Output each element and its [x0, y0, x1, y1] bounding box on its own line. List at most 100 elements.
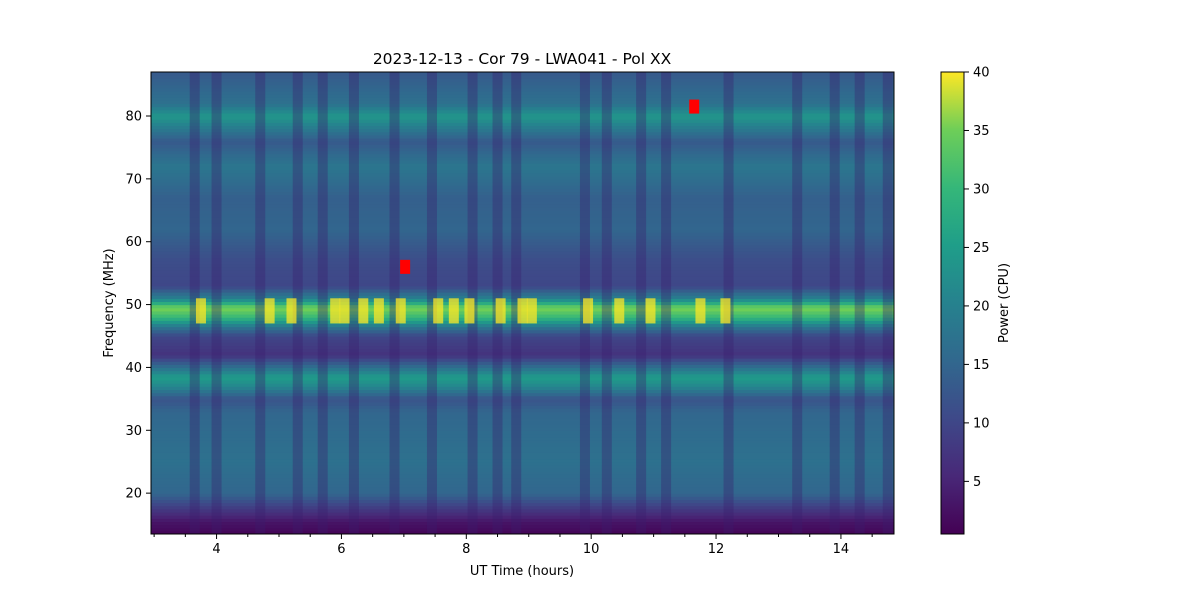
dark-time-column [348, 72, 359, 534]
heatmap-area [150, 71, 895, 535]
heatmap-band [151, 446, 894, 450]
heatmap-band [151, 119, 894, 123]
heatmap-band [151, 78, 894, 83]
heatmap-band [151, 191, 894, 196]
colorbar-tick-label: 10 [973, 416, 990, 431]
dark-time-column [661, 72, 672, 534]
y-axis-label: Frequency (MHz) [102, 248, 117, 357]
heatmap-band [151, 122, 894, 127]
heatmap-band [151, 125, 894, 130]
heatmap-band [151, 364, 894, 369]
heatmap-band [151, 354, 894, 359]
y-tick-label: 30 [125, 424, 142, 439]
dark-time-column [255, 72, 266, 534]
heatmap-band [151, 169, 894, 174]
heatmap-band [151, 109, 894, 114]
y-tick-label: 20 [125, 487, 142, 502]
heatmap-band [151, 213, 894, 218]
bright-time-column [264, 298, 275, 324]
heatmap-band [151, 452, 894, 457]
heatmap-band [151, 194, 894, 199]
heatmap-band [151, 326, 894, 331]
heatmap-band [151, 433, 894, 438]
heatmap-band [151, 458, 894, 463]
heatmap-band [151, 90, 894, 95]
heatmap-band [151, 455, 894, 460]
heatmap-band [151, 408, 894, 413]
heatmap-band [151, 288, 894, 293]
dark-time-column [882, 72, 893, 534]
colorbar-tick-label: 5 [973, 475, 981, 490]
dark-time-column [292, 72, 303, 534]
bright-time-column [645, 298, 656, 324]
heatmap-band [151, 116, 894, 120]
bright-time-column [448, 298, 459, 324]
heatmap-band [151, 373, 894, 378]
heatmap-band [151, 163, 894, 167]
heatmap-band [151, 518, 894, 523]
flagged-markers [400, 99, 700, 274]
x-tick-label: 4 [212, 542, 220, 557]
heatmap-band [151, 483, 894, 488]
heatmap-band [151, 380, 894, 384]
heatmap-band [151, 398, 894, 403]
heatmap-band [151, 141, 894, 145]
heatmap-band [151, 332, 894, 337]
heatmap-band [151, 474, 894, 479]
heatmap-band [151, 490, 894, 494]
heatmap-band [151, 370, 894, 375]
heatmap-band [151, 486, 894, 491]
heatmap-band [151, 131, 894, 136]
colorbar-tick-label: 25 [973, 241, 990, 256]
bright-time-column [526, 298, 537, 324]
dark-time-column [189, 72, 200, 534]
colorbar-tick-label: 15 [973, 358, 990, 373]
heatmap-band [151, 376, 894, 381]
dark-time-column [317, 72, 328, 534]
heatmap-band [151, 351, 894, 356]
heatmap-band [151, 266, 894, 271]
heatmap-band [151, 508, 894, 513]
bright-time-column [358, 298, 369, 324]
bright-time-column [720, 298, 731, 324]
dark-time-column [511, 72, 522, 534]
heatmap-band [151, 153, 894, 158]
heatmap-band [151, 200, 894, 205]
heatmap-band [151, 395, 894, 400]
heatmap-band [151, 254, 894, 259]
colorbar-tick-label: 20 [973, 299, 990, 314]
colorbar-tick-label: 40 [973, 66, 990, 81]
heatmap-band [151, 345, 894, 350]
heatmap-band [151, 97, 894, 101]
x-axis-label: UT Time (hours) [470, 564, 574, 579]
heatmap-band [151, 285, 894, 290]
heatmap-band [151, 339, 894, 343]
heatmap-band [151, 496, 894, 501]
bright-time-column [373, 298, 384, 324]
dark-time-column [601, 72, 612, 534]
heatmap-band [151, 160, 894, 164]
heatmap-band [151, 402, 894, 406]
bright-time-column [286, 298, 297, 324]
y-tick-label: 50 [125, 298, 142, 313]
heatmap-band [151, 156, 894, 161]
heatmap-band [151, 420, 894, 425]
heatmap-band [151, 367, 894, 372]
heatmap-band [151, 480, 894, 485]
y-tick-label: 60 [125, 235, 142, 250]
heatmap-band [151, 197, 894, 202]
heatmap-band [151, 389, 894, 394]
x-tick-label: 14 [833, 542, 850, 557]
bright-time-column [195, 298, 206, 324]
heatmap-band [151, 134, 894, 139]
heatmap-band [151, 282, 894, 287]
heatmap-band [151, 411, 894, 416]
heatmap-band [151, 216, 894, 221]
colorbar-label: Power (CPU) [997, 263, 1012, 343]
bright-time-column [464, 298, 475, 324]
heatmap-band [151, 502, 894, 507]
heatmap-band [151, 329, 894, 334]
bright-time-column [583, 298, 594, 324]
heatmap-band [151, 464, 894, 469]
x-tick-label: 6 [337, 542, 345, 557]
